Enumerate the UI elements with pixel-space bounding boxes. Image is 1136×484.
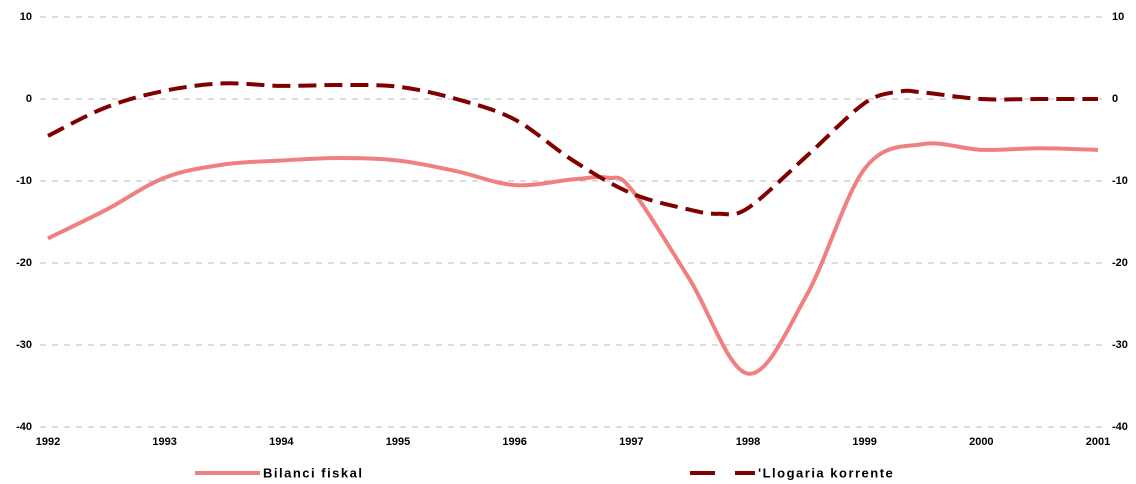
x-tick-label: 1993	[152, 436, 176, 448]
legend-label: 'Llogaria korrente	[758, 465, 894, 480]
x-tick-label: 1992	[36, 436, 60, 448]
y-tick-label: -10	[16, 175, 32, 187]
x-tick-label: 1995	[386, 436, 410, 448]
line-series	[47, 141, 1099, 376]
legend-label: Bilanci fiskal	[263, 465, 363, 480]
y-tick-label: -30	[16, 339, 32, 351]
y2-tick-label: -10	[1112, 175, 1128, 187]
line-series	[47, 81, 1098, 217]
y2-tick-label: -40	[1112, 421, 1128, 433]
y2-tick-label: -20	[1112, 257, 1128, 269]
y2-tick-label: -30	[1112, 339, 1128, 351]
y2-tick-label: 0	[1112, 93, 1118, 105]
x-tick-label: 2001	[1086, 436, 1110, 448]
x-tick-label: 1996	[502, 436, 526, 448]
x-tick-label: 1997	[619, 436, 643, 448]
y2-tick-label: 10	[1112, 11, 1124, 23]
y-tick-label: -40	[16, 421, 32, 433]
x-tick-label: 2000	[969, 436, 993, 448]
x-tick-label: 1994	[269, 436, 294, 448]
y-tick-label: 10	[20, 11, 32, 23]
x-tick-label: 1999	[852, 436, 876, 448]
x-tick-label: 1998	[736, 436, 760, 448]
y-tick-label: -20	[16, 257, 32, 269]
y-tick-label: 0	[26, 93, 32, 105]
